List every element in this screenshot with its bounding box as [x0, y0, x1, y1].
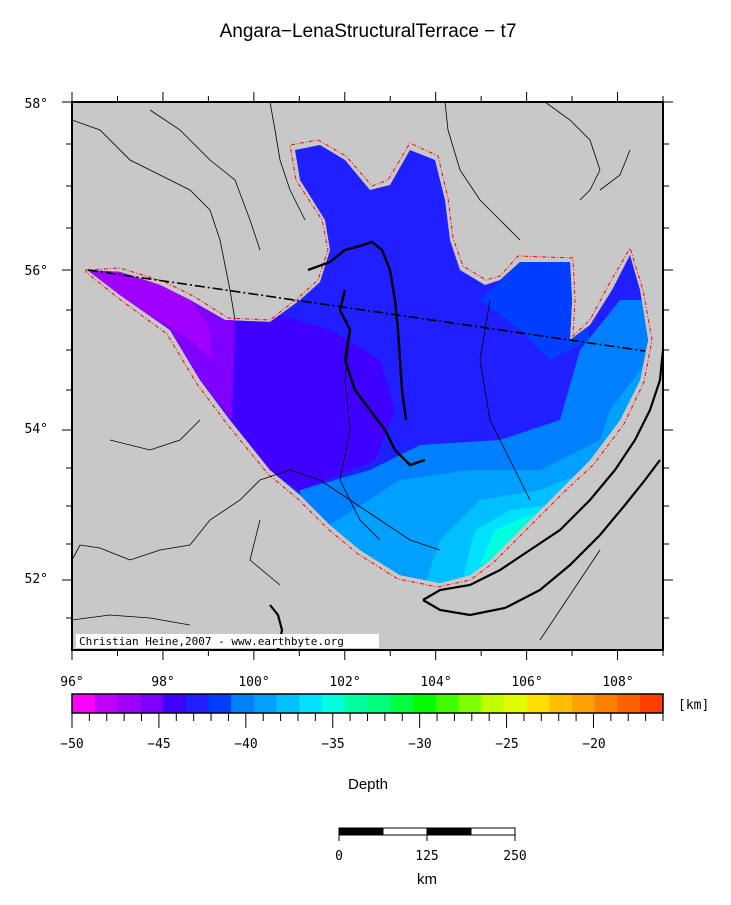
colorbar-cell — [390, 694, 414, 713]
colorbar-cell — [185, 694, 209, 713]
colorbar-label-m30: −30 — [408, 737, 431, 752]
lat-tick-labels: 58° 56° 54° 52° — [25, 97, 48, 587]
colorbar-unit: [km] — [678, 698, 709, 713]
colorbar-cell — [458, 694, 482, 713]
scale-seg-3 — [427, 828, 471, 835]
credit-background — [76, 634, 379, 648]
river-network — [72, 102, 631, 641]
lat-label-56: 56° — [25, 264, 48, 279]
colorbar-label-m20: −20 — [582, 737, 605, 752]
scale-seg-4 — [470, 827, 516, 836]
scale-bar: 0 125 250 km — [335, 827, 527, 888]
terrace-outline — [85, 139, 653, 588]
colorbar-cell — [299, 694, 323, 713]
lat-label-54: 54° — [25, 422, 48, 437]
lon-label-108: 108° — [602, 675, 633, 690]
colorbar-cell — [94, 694, 118, 713]
colorbar-title: Depth — [348, 776, 388, 793]
lat-label-58: 58° — [25, 97, 48, 112]
scale-seg-1 — [339, 828, 383, 835]
scale-seg-2 — [382, 827, 428, 836]
colorbar-cell — [162, 694, 187, 713]
colorbar-cell — [640, 694, 664, 713]
colorbar-cell — [412, 694, 437, 713]
colorbar-cell — [367, 694, 391, 713]
scale-unit: km — [417, 871, 437, 888]
colorbar-cell — [140, 694, 164, 713]
scale-label-0: 0 — [335, 849, 343, 864]
map-area: Christian Heine,2007 - www.earthbyte.org — [72, 102, 663, 650]
map-title: Angara−LenaStructuralTerrace − t7 — [220, 21, 517, 42]
map-frame — [71, 101, 664, 651]
colorbar-cell — [72, 694, 96, 713]
colorbar-cell — [572, 694, 596, 713]
colorbar-label-m50: −50 — [60, 737, 83, 752]
colorbar-cell — [435, 694, 459, 713]
colorbar-cell — [503, 694, 528, 713]
depth-zone-mid-blue — [480, 262, 590, 360]
colorbar-cell — [526, 694, 550, 713]
colorbar-label-m25: −25 — [495, 737, 518, 752]
scale-label-250: 250 — [503, 849, 526, 864]
colorbar-cell — [231, 694, 255, 713]
colorbar-label-m45: −45 — [147, 737, 170, 752]
lon-ticks — [62, 92, 673, 660]
colorbar-cell — [617, 694, 641, 713]
depth-zone-magenta — [88, 260, 212, 360]
angara-river — [307, 240, 426, 467]
colorbar-cell — [276, 694, 300, 713]
colorbar-cell — [117, 694, 141, 713]
lon-label-102: 102° — [329, 675, 360, 690]
colorbar-cell — [594, 694, 619, 713]
lon-label-104: 104° — [420, 675, 451, 690]
lon-label-96: 96° — [60, 675, 83, 690]
colorbar-cell — [549, 694, 573, 713]
lat-label-52: 52° — [25, 572, 48, 587]
scale-label-125: 125 — [415, 849, 438, 864]
colorbar-cell — [322, 694, 346, 713]
colorbar-cell — [481, 694, 505, 713]
profile-line — [87, 269, 646, 352]
lon-label-98: 98° — [151, 675, 174, 690]
lon-tick-labels: 96° 98° 100° 102° 104° 106° 108° — [60, 675, 633, 690]
colorbar-label-m35: −35 — [321, 737, 344, 752]
colorbar — [72, 694, 664, 713]
colorbar-label-m40: −40 — [234, 737, 257, 752]
lon-label-100: 100° — [238, 675, 269, 690]
colorbar-cell — [344, 694, 368, 713]
colorbar-ticks — [71, 713, 664, 728]
colorbar-cell — [253, 694, 278, 713]
credit-text: Christian Heine,2007 - www.earthbyte.org — [79, 635, 344, 648]
colorbar-tick-labels: −50 −45 −40 −35 −30 −25 −20 — [60, 737, 605, 752]
lon-label-106: 106° — [511, 675, 542, 690]
colorbar-cell — [208, 694, 232, 713]
